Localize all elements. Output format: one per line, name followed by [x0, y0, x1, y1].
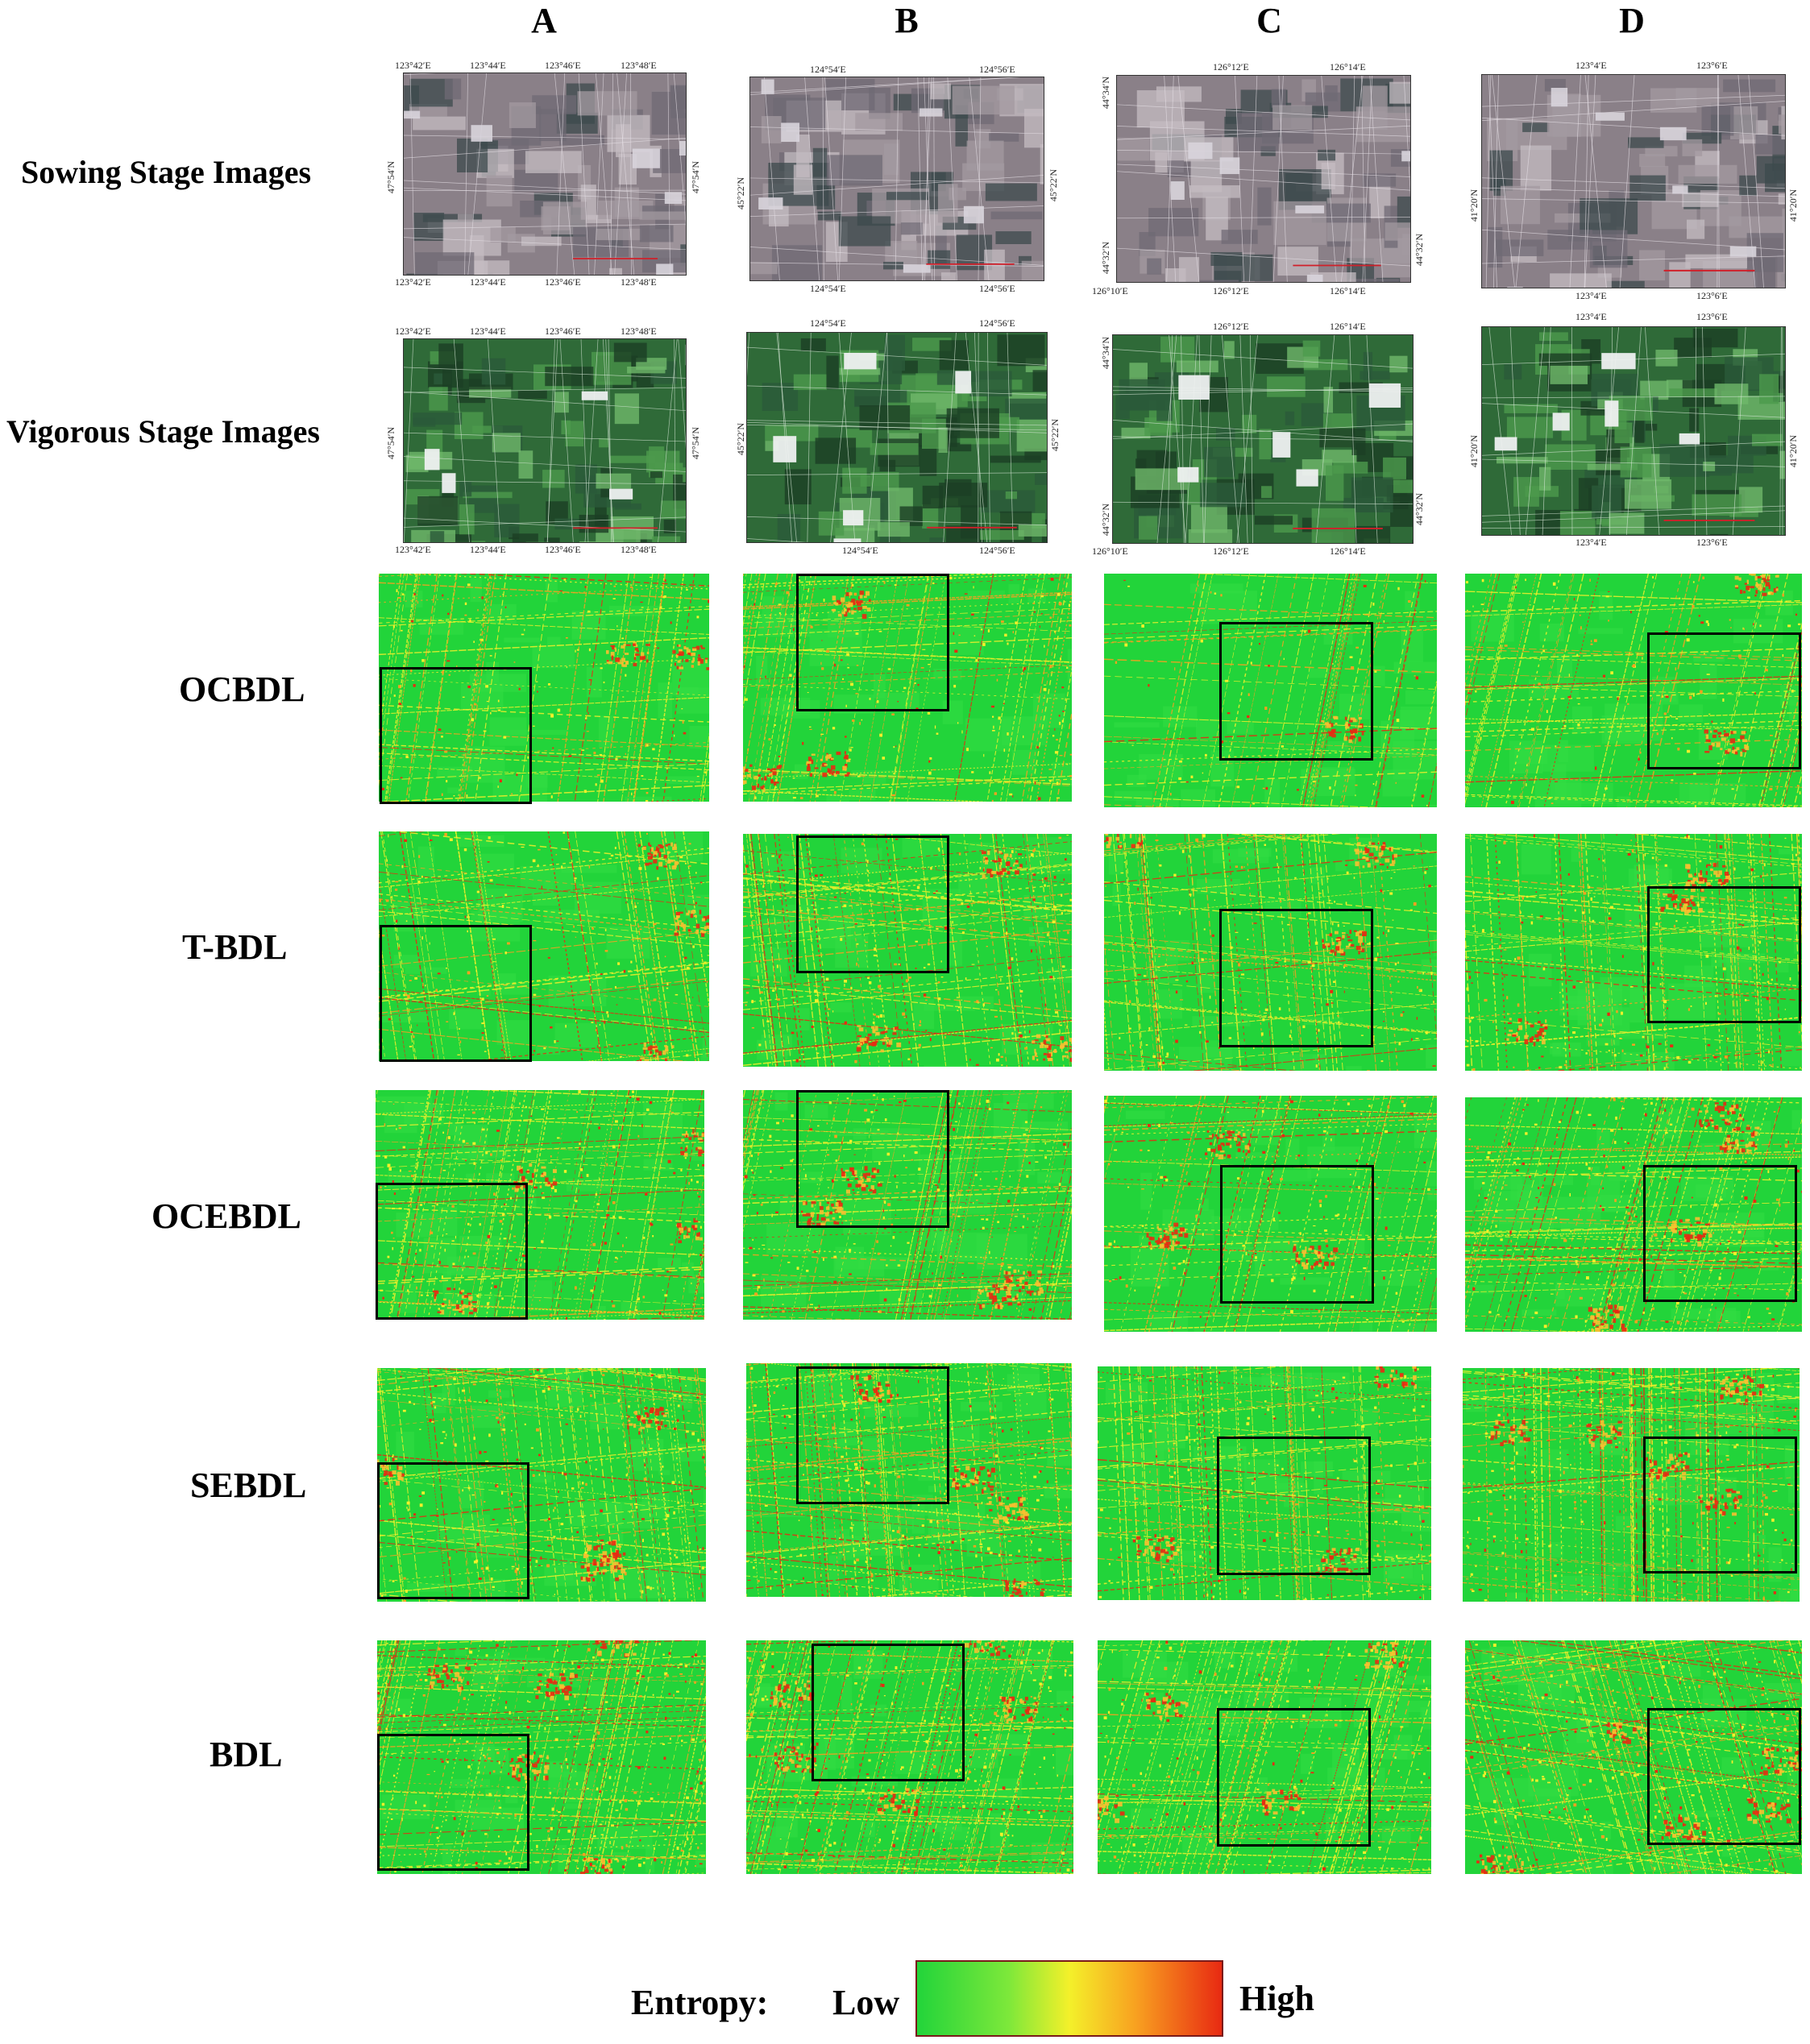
highlight-box-bdl-b: [812, 1644, 965, 1781]
entropy-map-sebdl-c: [1098, 1366, 1431, 1600]
sowing-image-c: [1116, 75, 1411, 283]
sowing-image-a: [403, 73, 687, 276]
highlight-box-ocbdl-a: [380, 667, 532, 804]
vigorous-image-a: [403, 338, 687, 543]
legend-title: Entropy:: [631, 1983, 769, 2022]
column-header-b: B: [895, 1, 919, 40]
column-header-a: A: [531, 1, 557, 40]
highlight-box-sebdl-a: [377, 1462, 529, 1599]
highlight-box-ocbdl-c: [1219, 622, 1373, 761]
entropy-map-ocbdl-d: [1465, 574, 1802, 807]
entropy-map-bdl-d: [1465, 1640, 1802, 1874]
vigorous-image-d: [1481, 326, 1786, 536]
row-label-ocebdl: OCEBDL: [152, 1196, 301, 1236]
entropy-map-bdl-a: [377, 1640, 706, 1874]
entropy-map-t-bdl-d: [1465, 834, 1802, 1071]
highlight-box-t-bdl-d: [1647, 886, 1801, 1023]
entropy-map-sebdl-b: [746, 1363, 1072, 1597]
entropy-map-sebdl-a: [377, 1368, 706, 1602]
row-label-sowing: Sowing Stage Images: [21, 154, 312, 190]
highlight-box-ocebdl-d: [1643, 1165, 1797, 1302]
highlight-box-ocebdl-a: [376, 1183, 528, 1320]
legend-low-label: Low: [832, 1983, 900, 2022]
highlight-box-bdl-c: [1217, 1708, 1371, 1847]
entropy-map-t-bdl-a: [379, 831, 709, 1061]
row-label-sebdl: SEBDL: [190, 1466, 307, 1505]
highlight-box-t-bdl-b: [796, 835, 949, 973]
row-label-ocbdl: OCBDL: [179, 670, 305, 709]
highlight-box-sebdl-d: [1643, 1437, 1797, 1573]
column-header-d: D: [1619, 1, 1645, 40]
entropy-map-sebdl-d: [1463, 1368, 1800, 1602]
vigorous-image-c: [1112, 334, 1414, 544]
entropy-map-ocebdl-c: [1104, 1096, 1437, 1332]
column-header-c: C: [1256, 1, 1282, 40]
row-label-t-bdl: T-BDL: [182, 927, 288, 967]
entropy-map-bdl-c: [1098, 1640, 1431, 1874]
entropy-map-t-bdl-c: [1104, 834, 1437, 1071]
highlight-box-sebdl-b: [796, 1366, 949, 1504]
highlight-box-sebdl-c: [1217, 1437, 1371, 1575]
highlight-box-ocebdl-c: [1220, 1165, 1374, 1304]
entropy-map-bdl-b: [746, 1640, 1073, 1874]
row-label-bdl: BDL: [210, 1735, 283, 1774]
vigorous-image-b: [746, 332, 1048, 543]
highlight-box-ocbdl-d: [1647, 632, 1801, 769]
highlight-box-t-bdl-a: [380, 925, 532, 1062]
highlight-box-bdl-a: [377, 1734, 529, 1871]
row-label-vigorous: Vigorous Stage Images: [6, 413, 320, 450]
entropy-map-ocbdl-a: [379, 574, 709, 802]
highlight-box-ocbdl-b: [796, 574, 949, 711]
entropy-map-ocebdl-d: [1465, 1097, 1802, 1332]
highlight-box-t-bdl-c: [1219, 909, 1373, 1047]
entropy-map-ocebdl-a: [376, 1090, 704, 1320]
sowing-image-b: [749, 77, 1044, 281]
legend-high-label: High: [1239, 1979, 1314, 2018]
highlight-box-bdl-d: [1647, 1708, 1801, 1845]
entropy-map-ocbdl-c: [1104, 574, 1437, 807]
highlight-box-ocebdl-b: [796, 1090, 949, 1228]
legend-color-bar: [915, 1960, 1223, 2037]
sowing-image-d: [1481, 74, 1786, 288]
